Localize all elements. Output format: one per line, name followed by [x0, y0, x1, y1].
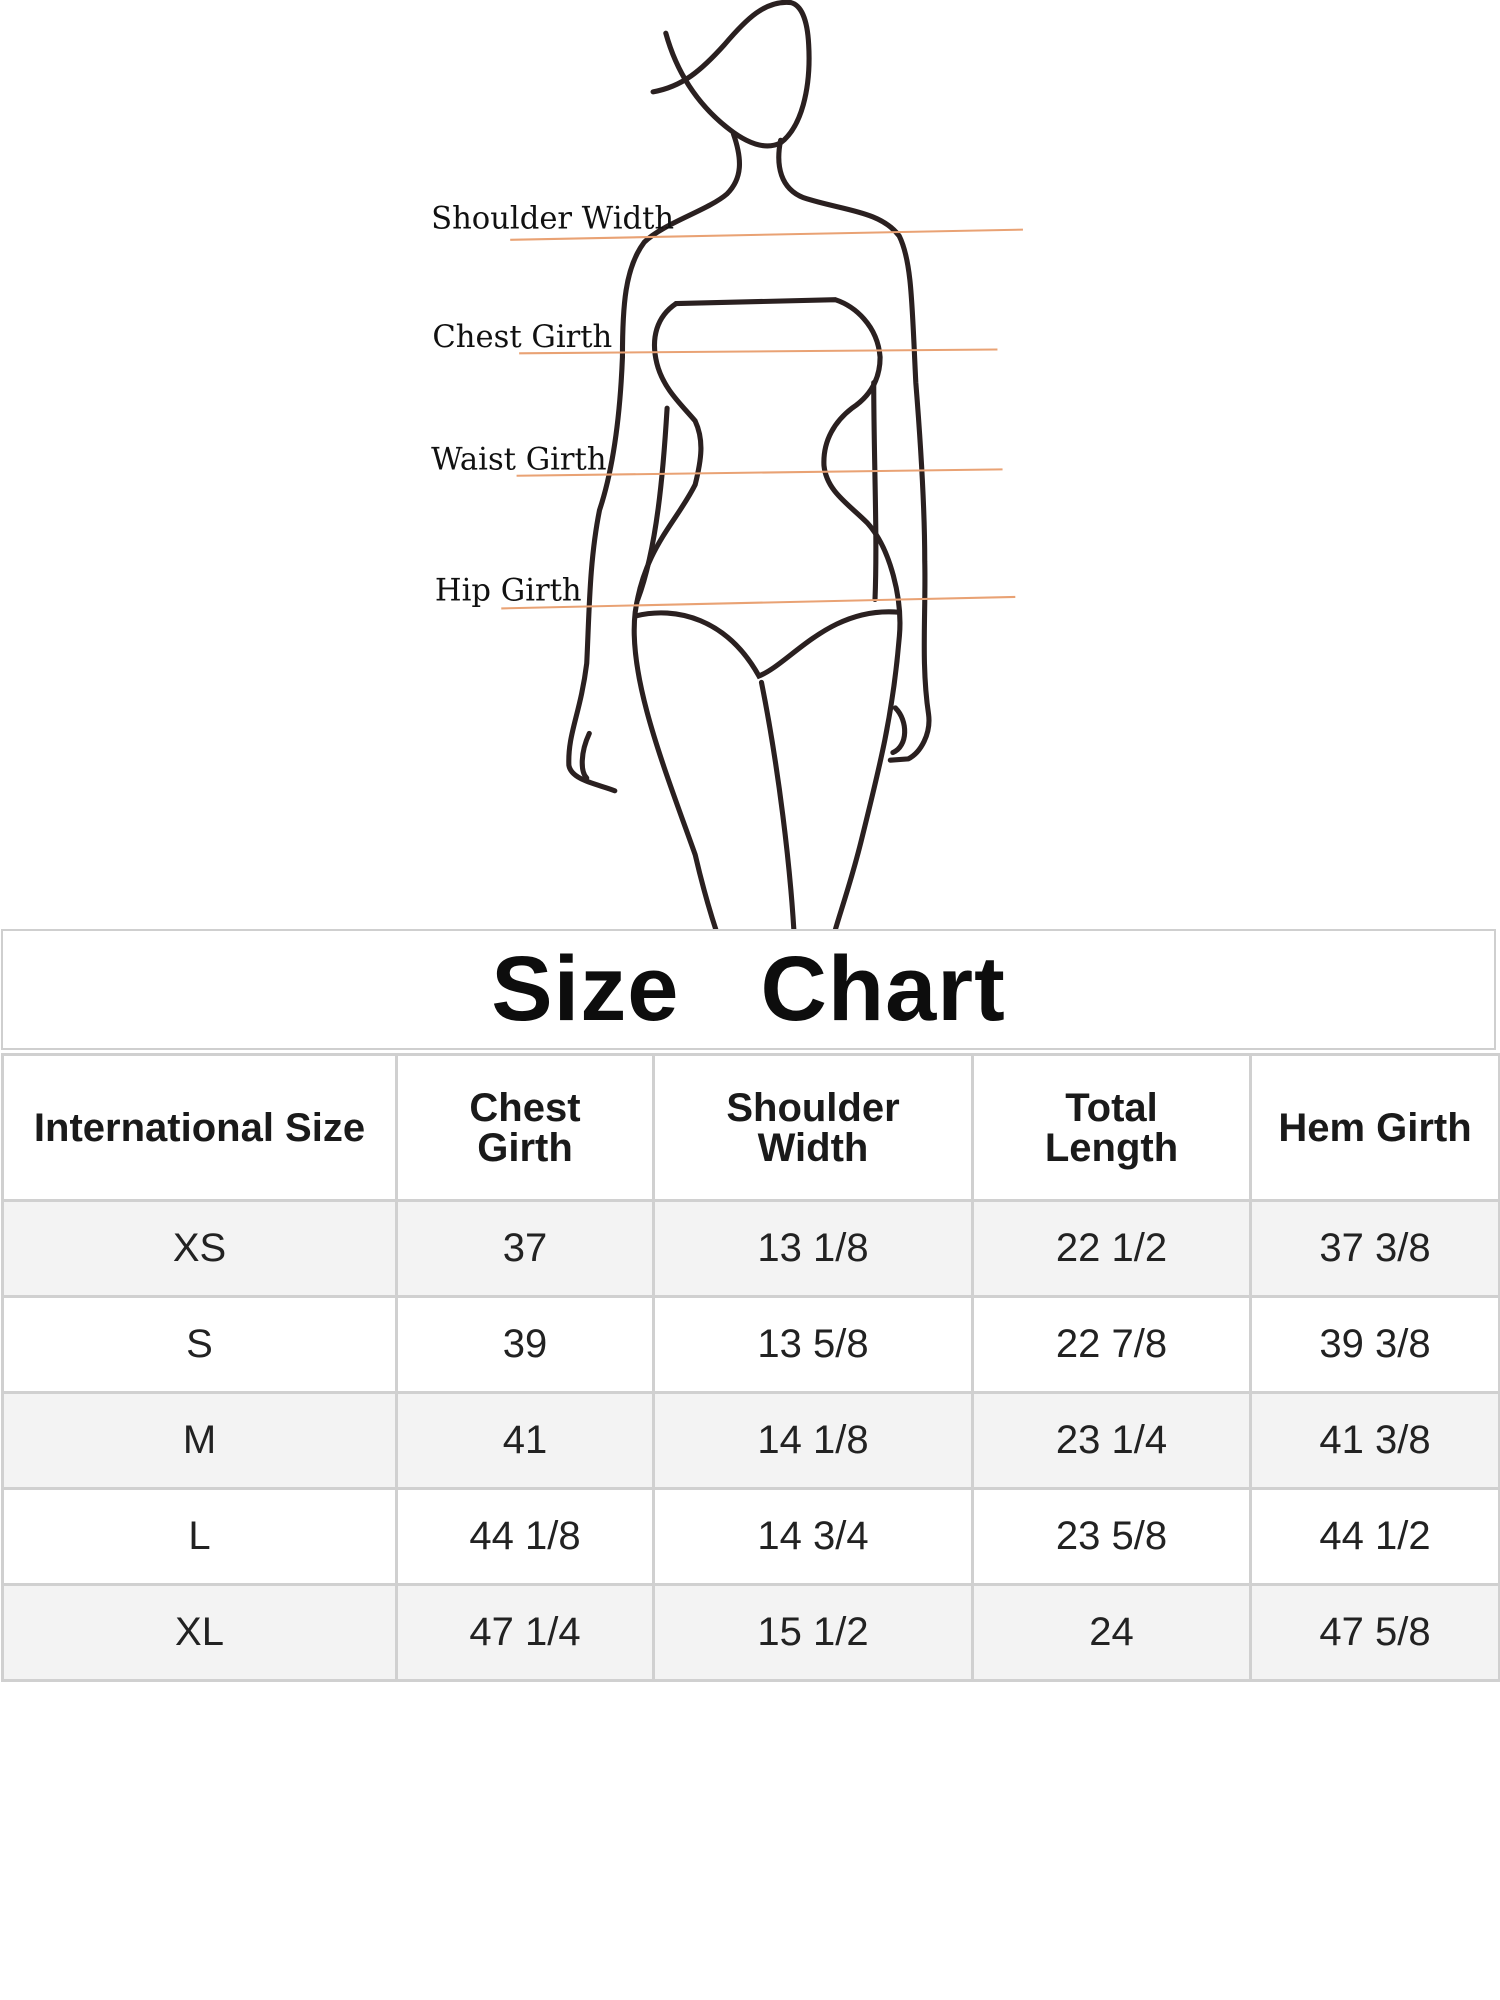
cell-hem-girth: 44 1/2: [1249, 1487, 1500, 1586]
cell-hem-girth: 41 3/8: [1249, 1391, 1500, 1490]
shoulder-width-line: [510, 228, 1023, 241]
cell-total-length: 22 1/2: [971, 1199, 1252, 1298]
cell-shoulder-width: 13 5/8: [652, 1295, 974, 1394]
cell-total-length: 23 1/4: [971, 1391, 1252, 1490]
header-chest-girth: Chest Girth: [395, 1053, 655, 1202]
cell-size: XS: [1, 1199, 398, 1298]
cell-total-length: 22 7/8: [971, 1295, 1252, 1394]
table-row: XL 47 1/4 15 1/2 24 47 5/8: [1, 1583, 1500, 1682]
cell-chest-girth: 39: [395, 1295, 655, 1394]
cell-shoulder-width: 13 1/8: [652, 1199, 974, 1298]
header-total-length: Total Length: [971, 1053, 1252, 1202]
chest-girth-line: [519, 348, 998, 355]
cell-hem-girth: 37 3/8: [1249, 1199, 1500, 1298]
cell-chest-girth: 44 1/8: [395, 1487, 655, 1586]
cell-chest-girth: 47 1/4: [395, 1583, 655, 1682]
cell-total-length: 24: [971, 1583, 1252, 1682]
hip-girth-line: [501, 595, 1016, 610]
cell-shoulder-width: 14 1/8: [652, 1391, 974, 1490]
cell-hem-girth: 39 3/8: [1249, 1295, 1500, 1394]
size-chart-title-box: Size Chart: [1, 929, 1496, 1050]
header-row: International Size Chest Girth Shoulder …: [1, 1053, 1500, 1202]
waist-girth-line: [516, 468, 1003, 477]
header-international-size: International Size: [1, 1053, 398, 1202]
body-outline: [566, 0, 932, 947]
chest-girth-label: Chest Girth: [432, 320, 612, 355]
cell-chest-girth: 37: [395, 1199, 655, 1298]
cell-size: L: [1, 1487, 398, 1586]
table-row: XS 37 13 1/8 22 1/2 37 3/8: [1, 1199, 1500, 1298]
cell-chest-girth: 41: [395, 1391, 655, 1490]
cell-size: M: [1, 1391, 398, 1490]
table-row: L 44 1/8 14 3/4 23 5/8 44 1/2: [1, 1487, 1500, 1586]
cell-shoulder-width: 14 3/4: [652, 1487, 974, 1586]
shoulder-width-label: Shoulder Width: [431, 201, 674, 236]
cell-shoulder-width: 15 1/2: [652, 1583, 974, 1682]
header-shoulder-width: Shoulder Width: [652, 1053, 974, 1202]
cell-size: S: [1, 1295, 398, 1394]
table-row: S 39 13 5/8 22 7/8 39 3/8: [1, 1295, 1500, 1394]
table-row: M 41 14 1/8 23 1/4 41 3/8: [1, 1391, 1500, 1490]
page-title: Size Chart: [491, 938, 1006, 1040]
size-table: International Size Chest Girth Shoulder …: [1, 1053, 1500, 1682]
measure-lines: [501, 228, 1023, 610]
cell-size: XL: [1, 1583, 398, 1682]
header-hem-girth: Hem Girth: [1249, 1053, 1500, 1202]
waist-girth-label: Waist Girth: [431, 442, 606, 477]
cell-total-length: 23 5/8: [971, 1487, 1252, 1586]
cell-hem-girth: 47 5/8: [1249, 1583, 1500, 1682]
hip-girth-label: Hip Girth: [435, 574, 582, 609]
